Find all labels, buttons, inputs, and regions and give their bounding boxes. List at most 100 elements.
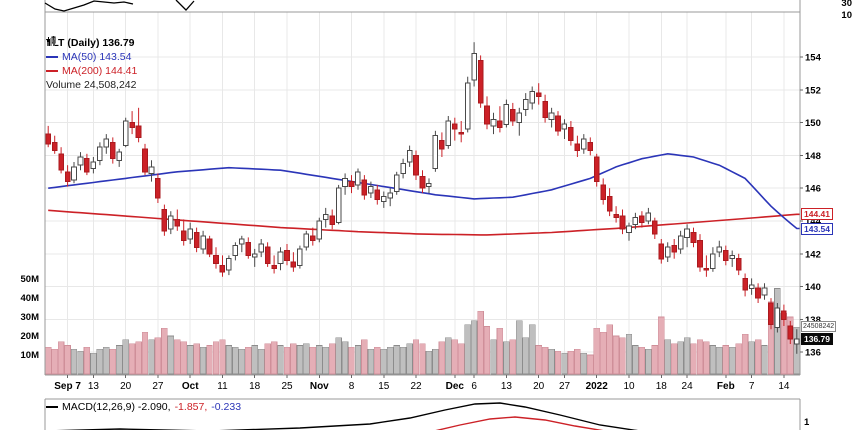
volume-bar xyxy=(264,343,271,375)
candle-body xyxy=(632,217,639,225)
candle-body xyxy=(477,59,484,104)
volume-bar xyxy=(612,335,620,375)
volume-bar xyxy=(419,343,426,375)
volume-bar xyxy=(328,343,336,375)
date-axis-label: 8 xyxy=(349,381,355,392)
volume-bar xyxy=(257,348,265,375)
volume-bar xyxy=(696,339,704,375)
candle-body xyxy=(264,246,271,265)
candle-body xyxy=(568,127,574,142)
last-price-tag: 136.79 xyxy=(801,333,833,345)
candle-body xyxy=(593,156,600,183)
candle-body xyxy=(755,287,761,299)
panel-borders xyxy=(44,0,803,430)
volume-bar xyxy=(670,343,678,375)
volume-bar xyxy=(219,339,226,375)
candle-body xyxy=(787,325,794,340)
candle-body xyxy=(503,104,510,125)
candle-body xyxy=(381,195,387,202)
candle-body xyxy=(710,253,716,270)
candle-body xyxy=(135,125,142,138)
candle-body xyxy=(90,161,97,170)
volume-bar xyxy=(303,343,310,375)
candles xyxy=(45,42,800,354)
candle-body xyxy=(697,240,703,268)
volume-bar xyxy=(483,326,491,375)
candle-body xyxy=(213,254,219,265)
volume-bar xyxy=(90,352,97,375)
candle-body xyxy=(671,245,677,253)
volume-bar xyxy=(741,333,749,375)
candle-body xyxy=(458,131,464,135)
volume-bar xyxy=(154,337,162,375)
candle-body xyxy=(329,215,335,225)
macd-signal-line xyxy=(435,416,604,430)
volume-bar xyxy=(503,341,510,375)
volume-bar xyxy=(754,339,762,375)
macd-value-histogram: -0.233 xyxy=(211,401,242,413)
candle-body xyxy=(587,141,594,152)
volume-bar xyxy=(490,339,497,375)
ma200-line-icon xyxy=(46,70,58,72)
candle-body xyxy=(310,235,316,242)
candle-body xyxy=(406,150,413,163)
candle-body xyxy=(284,250,290,261)
candle-body xyxy=(742,277,748,291)
date-axis-label: 20 xyxy=(120,381,132,392)
candle-body xyxy=(226,258,232,271)
candle-body xyxy=(387,192,393,199)
volume-bar xyxy=(638,347,646,375)
date-axis-label: 13 xyxy=(88,381,100,392)
candle-body xyxy=(393,174,400,193)
candle-body xyxy=(548,112,555,120)
price-axis-label: 152 xyxy=(805,85,821,96)
ma50-line-icon xyxy=(46,56,58,58)
volume-axis-label: 50M xyxy=(21,274,40,285)
volume-bar xyxy=(206,345,213,375)
volume-bar xyxy=(496,328,504,375)
price-axis-label: 140 xyxy=(805,282,821,293)
candle-body xyxy=(690,232,697,243)
date-axis-label: 10 xyxy=(623,381,635,392)
ma200-label: MA(200) 144.41 xyxy=(62,65,138,77)
candle-body xyxy=(77,156,84,166)
date-axis-label: 25 xyxy=(281,381,293,392)
date-axis-label: 15 xyxy=(378,381,390,392)
volume-bar xyxy=(386,347,394,375)
volume-axis-label: 30M xyxy=(21,312,40,323)
volume-bar xyxy=(406,343,413,375)
candle-body xyxy=(400,163,406,174)
volume-axis-label: 10M xyxy=(21,350,40,361)
candle-body xyxy=(129,122,135,128)
candle-body xyxy=(761,287,768,296)
candle-body xyxy=(303,233,310,248)
volume-bar xyxy=(354,345,362,375)
macd-value-main: MACD(12,26,9) -2.090, xyxy=(62,401,171,413)
volume-bar xyxy=(296,345,304,375)
candle-body xyxy=(187,228,193,240)
volume-bar xyxy=(96,348,104,375)
volume-bar xyxy=(748,341,755,375)
volume-bar xyxy=(683,337,691,375)
candle-body xyxy=(729,254,736,260)
volume-bar xyxy=(135,341,142,375)
volume-bar xyxy=(787,316,794,375)
candle-body xyxy=(342,177,348,188)
candle-body xyxy=(200,235,206,250)
volume-axis-label: 20M xyxy=(21,331,40,342)
date-axis-label: 22 xyxy=(410,381,422,392)
volume-bar xyxy=(632,345,639,375)
volume-bar xyxy=(290,343,297,375)
volume-bar xyxy=(238,348,245,375)
volume-bar xyxy=(470,320,478,375)
candle-body xyxy=(574,143,581,151)
volume-bar xyxy=(103,347,110,375)
candle-body xyxy=(251,253,258,258)
candle-body xyxy=(522,99,529,110)
date-axis-label: 27 xyxy=(559,381,571,392)
volume-bar xyxy=(335,337,342,375)
date-axis-label: 27 xyxy=(152,381,164,392)
candle-body xyxy=(322,213,329,220)
candle-body xyxy=(290,261,297,268)
